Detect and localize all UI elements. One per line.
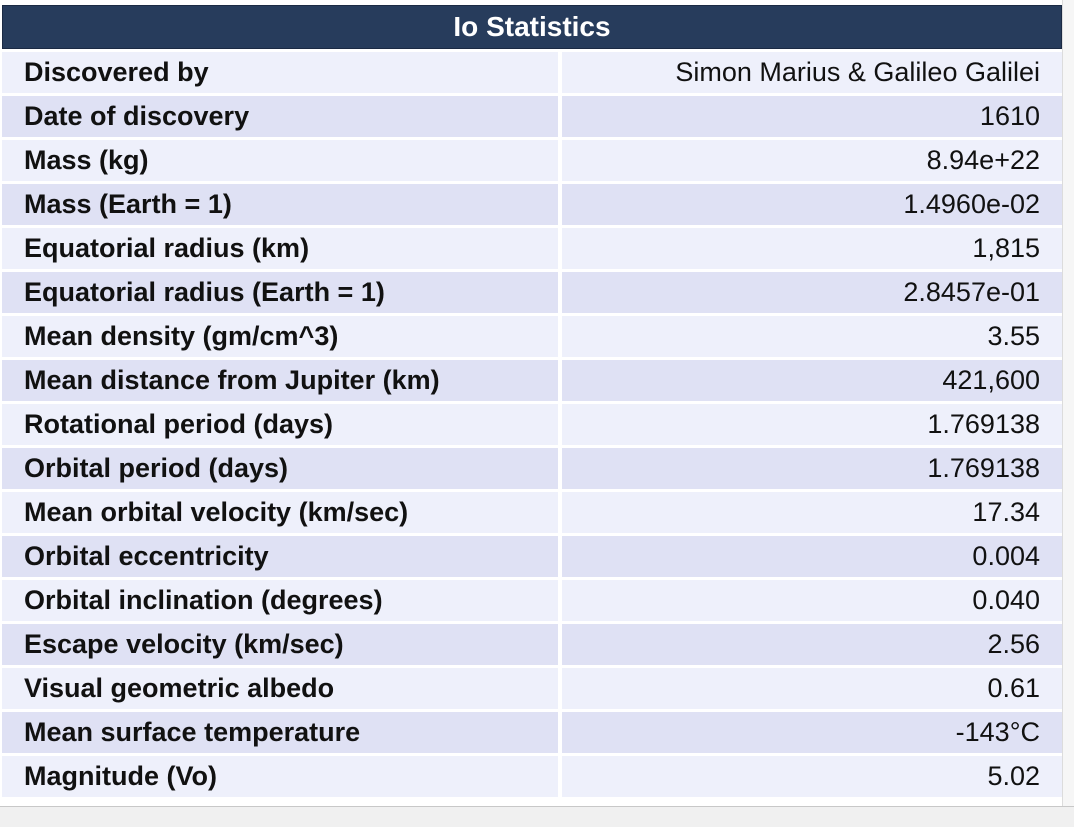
row-label: Orbital eccentricity (2, 536, 562, 577)
row-label: Discovered by (2, 52, 562, 93)
row-value: 8.94e+22 (562, 140, 1062, 181)
row-label: Equatorial radius (Earth = 1) (2, 272, 562, 313)
table-row: Mass (kg) 8.94e+22 (2, 140, 1062, 181)
table-row: Discovered by Simon Marius & Galileo Gali… (2, 52, 1062, 93)
table-row: Visual geometric albedo 0.61 (2, 668, 1062, 709)
table-row: Mean orbital velocity (km/sec) 17.34 (2, 492, 1062, 533)
row-label: Mean surface temperature (2, 712, 562, 753)
table-row: Rotational period (days) 1.769138 (2, 404, 1062, 445)
row-value: Simon Marius & Galileo Galilei (562, 52, 1062, 93)
table-title: Io Statistics (2, 5, 1062, 49)
table-row: Mean surface temperature -143°C (2, 712, 1062, 753)
row-value: 3.55 (562, 316, 1062, 357)
row-label: Date of discovery (2, 96, 562, 137)
row-value: 1.4960e-02 (562, 184, 1062, 225)
row-value: 1,815 (562, 228, 1062, 269)
table-row: Escape velocity (km/sec) 2.56 (2, 624, 1062, 665)
row-value: 1.769138 (562, 448, 1062, 489)
row-label: Mean distance from Jupiter (km) (2, 360, 562, 401)
row-label: Visual geometric albedo (2, 668, 562, 709)
table-row: Equatorial radius (km) 1,815 (2, 228, 1062, 269)
row-value: 1610 (562, 96, 1062, 137)
row-value: -143°C (562, 712, 1062, 753)
row-value: 0.040 (562, 580, 1062, 621)
row-label: Orbital period (days) (2, 448, 562, 489)
row-value: 0.61 (562, 668, 1062, 709)
row-label: Mean density (gm/cm^3) (2, 316, 562, 357)
bottom-edge (0, 806, 1074, 827)
io-statistics-table: Io Statistics Discovered by Simon Marius … (2, 5, 1062, 800)
row-label: Orbital inclination (degrees) (2, 580, 562, 621)
row-label: Mean orbital velocity (km/sec) (2, 492, 562, 533)
table-body: Discovered by Simon Marius & Galileo Gali… (2, 52, 1062, 797)
table-row: Mean density (gm/cm^3) 3.55 (2, 316, 1062, 357)
page-edge (1062, 0, 1074, 806)
table-row: Equatorial radius (Earth = 1) 2.8457e-01 (2, 272, 1062, 313)
row-label: Rotational period (days) (2, 404, 562, 445)
row-value: 17.34 (562, 492, 1062, 533)
table-row: Orbital inclination (degrees) 0.040 (2, 580, 1062, 621)
row-value: 421,600 (562, 360, 1062, 401)
row-value: 1.769138 (562, 404, 1062, 445)
table-row: Magnitude (Vo) 5.02 (2, 756, 1062, 797)
row-label: Mass (Earth = 1) (2, 184, 562, 225)
row-label: Magnitude (Vo) (2, 756, 562, 797)
row-label: Mass (kg) (2, 140, 562, 181)
row-value: 2.8457e-01 (562, 272, 1062, 313)
table-row: Mean distance from Jupiter (km) 421,600 (2, 360, 1062, 401)
row-value: 5.02 (562, 756, 1062, 797)
row-label: Escape velocity (km/sec) (2, 624, 562, 665)
table-row: Orbital period (days) 1.769138 (2, 448, 1062, 489)
row-label: Equatorial radius (km) (2, 228, 562, 269)
table-row: Mass (Earth = 1) 1.4960e-02 (2, 184, 1062, 225)
row-value: 0.004 (562, 536, 1062, 577)
row-value: 2.56 (562, 624, 1062, 665)
table-row: Date of discovery 1610 (2, 96, 1062, 137)
table-row: Orbital eccentricity 0.004 (2, 536, 1062, 577)
